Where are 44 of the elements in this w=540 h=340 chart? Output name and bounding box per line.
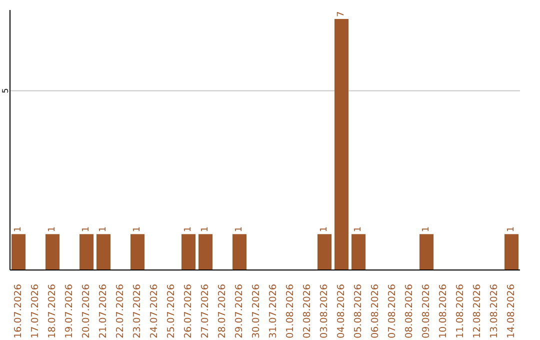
x-tick-label: 08.08.2026 [404,284,415,338]
x-tick-label: 31.07.2026 [268,284,279,338]
x-tick-label: 01.08.2026 [285,284,296,338]
x-tick-label: 29.07.2026 [234,284,245,338]
data-label: 1 [422,226,432,232]
data-label: 1 [506,226,516,232]
y-tick-label: 5 [1,88,10,94]
x-tick-label: 18.07.2026 [47,284,58,338]
x-tick-label: 06.08.2026 [370,284,381,338]
data-label: 1 [132,226,142,232]
x-tick-label: 28.07.2026 [217,284,228,338]
x-tick-label: 14.08.2026 [506,284,517,338]
x-tick-label: 02.08.2026 [302,284,313,338]
x-tick-label: 17.07.2026 [30,284,41,338]
data-label: 1 [320,226,330,232]
x-tick-label: 30.07.2026 [251,284,262,338]
x-tick-label: 09.08.2026 [421,284,432,338]
x-tick-label: 04.08.2026 [336,284,347,338]
data-label: 7 [336,11,346,17]
data-label: 1 [234,226,244,232]
x-tick-label: 24.07.2026 [149,284,160,338]
data-label: 1 [184,226,194,232]
data-label: 1 [200,226,210,232]
x-tick-label: 10.08.2026 [438,284,449,338]
x-tick-label: 03.08.2026 [319,284,330,338]
x-tick-label: 21.07.2026 [98,284,109,338]
x-tick-label: 11.08.2026 [455,284,466,338]
data-label: 1 [82,226,92,232]
data-label: 1 [354,226,364,232]
x-tick-label: 25.07.2026 [166,284,177,338]
x-tick-label: 12.08.2026 [472,284,483,338]
x-tick-label: 13.08.2026 [489,284,500,338]
x-tick-label: 07.08.2026 [387,284,398,338]
data-label: 1 [14,226,24,232]
x-tick-label: 19.07.2026 [64,284,75,338]
x-tick-label: 26.07.2026 [183,284,194,338]
x-tick-label: 22.07.2026 [115,284,126,338]
x-tick-label: 05.08.2026 [353,284,364,338]
x-tick-label: 20.07.2026 [81,284,92,338]
data-label: 1 [98,226,108,232]
x-tick-label: 16.07.2026 [13,284,24,338]
x-tick-label: 27.07.2026 [200,284,211,338]
x-tick-label: 23.07.2026 [132,284,143,338]
data-label: 1 [48,226,58,232]
